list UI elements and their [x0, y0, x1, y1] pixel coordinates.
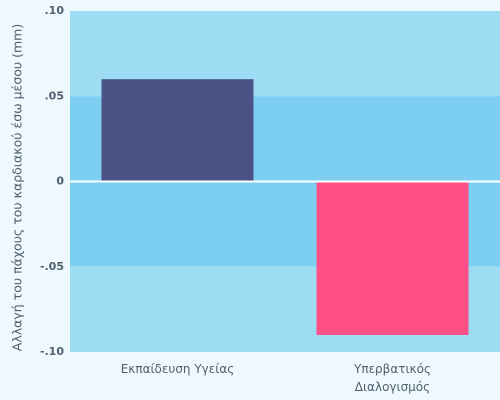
x-axis-categories: Εκπαίδευση Υγείας Υπερβατικός Διαλογισμός: [121, 362, 431, 394]
y-axis-title: Αλλαγή του πάχους του καρδιακού έσω μέσο…: [10, 24, 25, 351]
bar-1: [101, 79, 254, 182]
bar-2: [316, 181, 469, 335]
x-category-label: Υπερβατικός: [353, 362, 431, 376]
y-tick-label: -.10: [40, 345, 64, 358]
y-tick-label: .10: [45, 4, 65, 17]
y-tick-label: 0: [56, 175, 64, 188]
y-tick-label: -.05: [40, 260, 64, 273]
bars: [101, 79, 469, 335]
y-tick-label: .05: [45, 89, 65, 102]
x-category-label: Εκπαίδευση Υγείας: [121, 362, 235, 376]
x-category-label: Διαλογισμός: [355, 380, 430, 394]
y-axis-ticks: .10 .05 0 -.05 -.10: [40, 4, 64, 358]
